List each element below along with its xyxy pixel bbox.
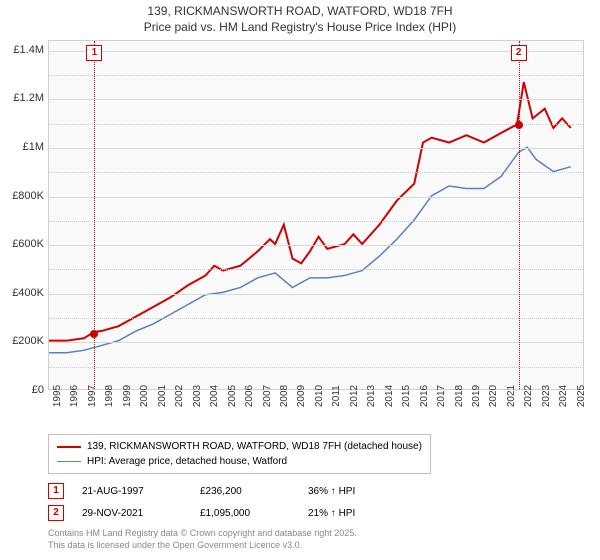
x-tick-label: 2018: [454, 385, 465, 407]
legend-swatch: [57, 446, 81, 448]
marker-box: 2: [511, 45, 527, 61]
x-tick-label: 2000: [139, 385, 150, 407]
x-tick-label: 1999: [122, 385, 133, 407]
grid-line: [49, 51, 583, 52]
y-tick-label: £800K: [12, 190, 44, 202]
x-tick-label: 2001: [157, 385, 168, 407]
x-tick-label: 2011: [331, 385, 342, 407]
sales-marker: 2: [48, 505, 64, 521]
x-tick-label: 2005: [227, 385, 238, 407]
sales-hpi: 21% ↑ HPI: [308, 508, 388, 519]
grid-line: [49, 197, 583, 198]
sales-table: 1 21-AUG-1997 £236,200 36% ↑ HPI 2 29-NOV-202…: [48, 480, 584, 524]
bottom-section: 139, RICKMANSWORTH ROAD, WATFORD, WD18 7…: [48, 434, 584, 551]
title-line-1: 139, RICKMANSWORTH ROAD, WATFORD, WD18 7…: [0, 4, 600, 20]
x-tick-label: 1998: [104, 385, 115, 407]
y-tick-label: £200K: [12, 335, 44, 347]
footer-line-2: This data is licensed under the Open Gov…: [48, 540, 584, 552]
x-tick-label: 2012: [349, 385, 360, 407]
marker-dot: [90, 330, 98, 338]
x-tick-label: 2003: [192, 385, 203, 407]
chart-container: 139, RICKMANSWORTH ROAD, WATFORD, WD18 7…: [0, 0, 600, 560]
x-tick-label: 2020: [488, 385, 499, 407]
y-tick-label: £1.2M: [13, 92, 44, 104]
series-property: [49, 82, 571, 341]
x-tick-label: 2010: [314, 385, 325, 407]
legend-row: 139, RICKMANSWORTH ROAD, WATFORD, WD18 7…: [57, 439, 422, 454]
marker-line: [519, 41, 520, 389]
y-tick-label: £1.4M: [13, 44, 44, 56]
grid-line: [49, 294, 583, 295]
y-tick-label: £400K: [12, 287, 44, 299]
legend: 139, RICKMANSWORTH ROAD, WATFORD, WD18 7…: [48, 434, 431, 474]
x-tick-label: 2014: [384, 385, 395, 407]
y-tick-label: £600K: [12, 238, 44, 250]
grid-line: [49, 148, 583, 149]
x-tick-label: 2019: [471, 385, 482, 407]
sales-row: 1 21-AUG-1997 £236,200 36% ↑ HPI: [48, 480, 584, 502]
x-tick-label: 1996: [69, 385, 80, 407]
grid-line: [49, 99, 583, 100]
sales-marker: 1: [48, 483, 64, 499]
footer-note: Contains HM Land Registry data © Crown c…: [48, 528, 584, 551]
grid-line: [49, 245, 583, 246]
sales-row: 2 29-NOV-2021 £1,095,000 21% ↑ HPI: [48, 502, 584, 524]
grid-line: [49, 342, 583, 343]
sales-price: £236,200: [200, 486, 290, 497]
x-tick-label: 2021: [506, 385, 517, 407]
legend-label: HPI: Average price, detached house, Watf…: [87, 454, 287, 469]
sales-hpi: 36% ↑ HPI: [308, 486, 388, 497]
x-tick-label: 2017: [436, 385, 447, 407]
legend-swatch: [57, 461, 81, 463]
sales-date: 21-AUG-1997: [82, 486, 182, 497]
marker-dot: [515, 121, 523, 129]
x-tick-label: 1995: [52, 385, 63, 407]
x-tick-label: 2024: [558, 385, 569, 407]
sales-price: £1,095,000: [200, 508, 290, 519]
y-tick-label: £1M: [23, 141, 44, 153]
chart-svg: [49, 41, 583, 389]
title-line-2: Price paid vs. HM Land Registry's House …: [0, 20, 600, 36]
legend-label: 139, RICKMANSWORTH ROAD, WATFORD, WD18 7…: [87, 439, 422, 454]
x-tick-label: 2025: [576, 385, 587, 407]
footer-line-1: Contains HM Land Registry data © Crown c…: [48, 528, 584, 540]
marker-box: 1: [86, 45, 102, 61]
x-tick-label: 2016: [419, 385, 430, 407]
legend-row: HPI: Average price, detached house, Watf…: [57, 454, 422, 469]
x-tick-label: 2008: [279, 385, 290, 407]
x-tick-label: 2004: [209, 385, 220, 407]
sales-date: 29-NOV-2021: [82, 508, 182, 519]
x-tick-label: 1997: [87, 385, 98, 407]
x-tick-label: 2002: [174, 385, 185, 407]
x-tick-label: 2022: [523, 385, 534, 407]
y-tick-label: £0: [32, 384, 44, 396]
x-tick-label: 2006: [244, 385, 255, 407]
x-tick-label: 2023: [541, 385, 552, 407]
chart-title: 139, RICKMANSWORTH ROAD, WATFORD, WD18 7…: [0, 0, 600, 39]
plot-area: 12: [48, 40, 584, 390]
x-tick-label: 2013: [366, 385, 377, 407]
x-tick-label: 2015: [401, 385, 412, 407]
x-tick-label: 2007: [262, 385, 273, 407]
x-tick-label: 2009: [296, 385, 307, 407]
